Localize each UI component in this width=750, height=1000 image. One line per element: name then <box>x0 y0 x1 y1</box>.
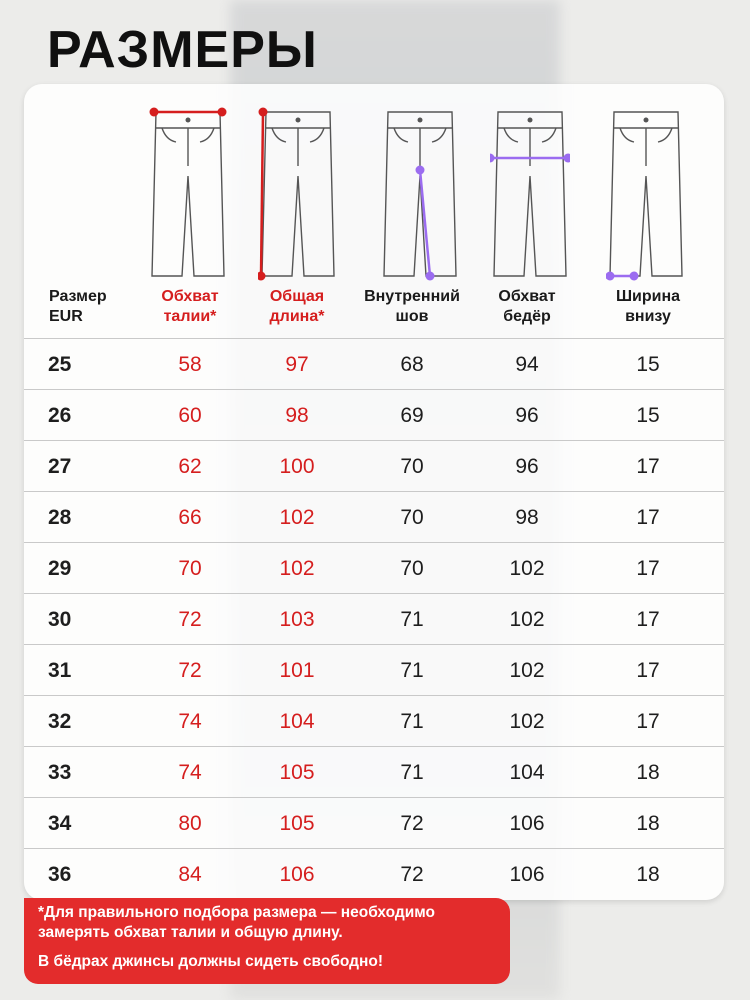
cell-hips: 98 <box>515 506 539 529</box>
cell-hips: 96 <box>515 455 539 478</box>
cell-size: 33 <box>48 761 72 784</box>
cell-length: 102 <box>279 557 315 580</box>
header-waist: Обхват талии* <box>161 288 219 325</box>
cell-hips: 94 <box>515 353 539 376</box>
cell-size: 31 <box>48 659 72 682</box>
cell-size: 29 <box>48 557 72 580</box>
header-leg-width: Ширина внизу <box>615 288 681 325</box>
cell-leg-width: 15 <box>636 404 660 427</box>
cell-size: 28 <box>48 506 72 529</box>
cell-waist: 60 <box>178 404 202 427</box>
cell-leg-width: 18 <box>636 812 660 835</box>
cell-length: 97 <box>285 353 309 376</box>
table-row: 29 70 102 70 102 17 <box>24 542 724 594</box>
leg-width-measure-icon <box>606 111 683 281</box>
sizing-note: *Для правильного подбора размера — необх… <box>24 898 510 984</box>
cell-leg-width: 17 <box>636 557 660 580</box>
cell-inseam: 71 <box>400 608 424 631</box>
cell-size: 30 <box>48 608 72 631</box>
cell-length: 98 <box>285 404 309 427</box>
cell-inseam: 72 <box>400 812 424 835</box>
cell-hips: 102 <box>509 557 545 580</box>
cell-leg-width: 17 <box>636 455 660 478</box>
cell-leg-width: 17 <box>636 659 660 682</box>
table-row: 26 60 98 69 96 15 <box>24 389 724 441</box>
cell-size: 34 <box>48 812 72 835</box>
cell-inseam: 70 <box>400 455 424 478</box>
cell-waist: 74 <box>178 761 202 784</box>
cell-hips: 106 <box>509 812 545 835</box>
header-size: Размер EUR <box>49 288 107 325</box>
cell-leg-width: 17 <box>636 608 660 631</box>
cell-waist: 72 <box>178 608 202 631</box>
cell-hips: 102 <box>509 659 545 682</box>
cell-hips: 96 <box>515 404 539 427</box>
cell-waist: 62 <box>178 455 202 478</box>
cell-leg-width: 18 <box>636 761 660 784</box>
header-inseam: Внутренний шов <box>364 288 460 325</box>
cell-inseam: 72 <box>400 863 424 886</box>
note-line-2: замерять обхват талии и общую длину. <box>38 924 343 941</box>
cell-size: 36 <box>48 863 72 886</box>
waist-measure-icon <box>149 107 227 277</box>
table-row: 33 74 105 71 104 18 <box>24 746 724 798</box>
cell-length: 103 <box>279 608 315 631</box>
cell-hips: 102 <box>509 608 545 631</box>
cell-size: 25 <box>48 353 72 376</box>
cell-waist: 58 <box>178 353 202 376</box>
cell-inseam: 71 <box>400 659 424 682</box>
table-row: 36 84 106 72 106 18 <box>24 848 724 900</box>
cell-leg-width: 17 <box>636 506 660 529</box>
table-row: 34 80 105 72 106 18 <box>24 797 724 849</box>
cell-hips: 102 <box>509 710 545 733</box>
hips-measure-icon <box>490 111 570 277</box>
table-row: 30 72 103 71 102 17 <box>24 593 724 645</box>
table-row: 32 74 104 71 102 17 <box>24 695 724 747</box>
cell-leg-width: 15 <box>636 353 660 376</box>
cell-length: 102 <box>279 506 315 529</box>
note-line-3: В бёдрах джинсы должны сидеть свободно! <box>38 953 384 970</box>
cell-length: 104 <box>279 710 315 733</box>
cell-inseam: 70 <box>400 557 424 580</box>
cell-hips: 106 <box>509 863 545 886</box>
page-title: РАЗМЕРЫ <box>47 21 318 79</box>
length-measure-icon <box>258 107 335 281</box>
table-row: 27 62 100 70 96 17 <box>24 440 724 492</box>
cell-length: 105 <box>279 761 315 784</box>
cell-waist: 70 <box>178 557 202 580</box>
table-row: 28 66 102 70 98 17 <box>24 491 724 543</box>
cell-hips: 104 <box>509 761 545 784</box>
cell-inseam: 68 <box>400 353 424 376</box>
inseam-measure-icon <box>383 111 457 281</box>
cell-leg-width: 17 <box>636 710 660 733</box>
cell-size: 32 <box>48 710 72 733</box>
cell-waist: 66 <box>178 506 202 529</box>
cell-size: 26 <box>48 404 72 427</box>
cell-inseam: 70 <box>400 506 424 529</box>
header-hips: Обхват бедёр <box>498 288 556 325</box>
table-row: 31 72 101 71 102 17 <box>24 644 724 696</box>
cell-inseam: 69 <box>400 404 424 427</box>
size-chart-card: Размер EUR Обхват талии* Общая длина* Внутр… <box>24 84 724 900</box>
header-length: Общая длина* <box>269 288 325 325</box>
cell-inseam: 71 <box>400 761 424 784</box>
cell-waist: 84 <box>178 863 202 886</box>
note-line-1: *Для правильного подбора размера — необх… <box>38 904 436 921</box>
cell-waist: 74 <box>178 710 202 733</box>
cell-length: 100 <box>279 455 315 478</box>
cell-waist: 80 <box>178 812 202 835</box>
cell-leg-width: 18 <box>636 863 660 886</box>
cell-length: 101 <box>279 659 315 682</box>
cell-length: 106 <box>279 863 315 886</box>
cell-length: 105 <box>279 812 315 835</box>
cell-inseam: 71 <box>400 710 424 733</box>
cell-waist: 72 <box>178 659 202 682</box>
cell-size: 27 <box>48 455 72 478</box>
table-row: 25 58 97 68 94 15 <box>24 338 724 390</box>
